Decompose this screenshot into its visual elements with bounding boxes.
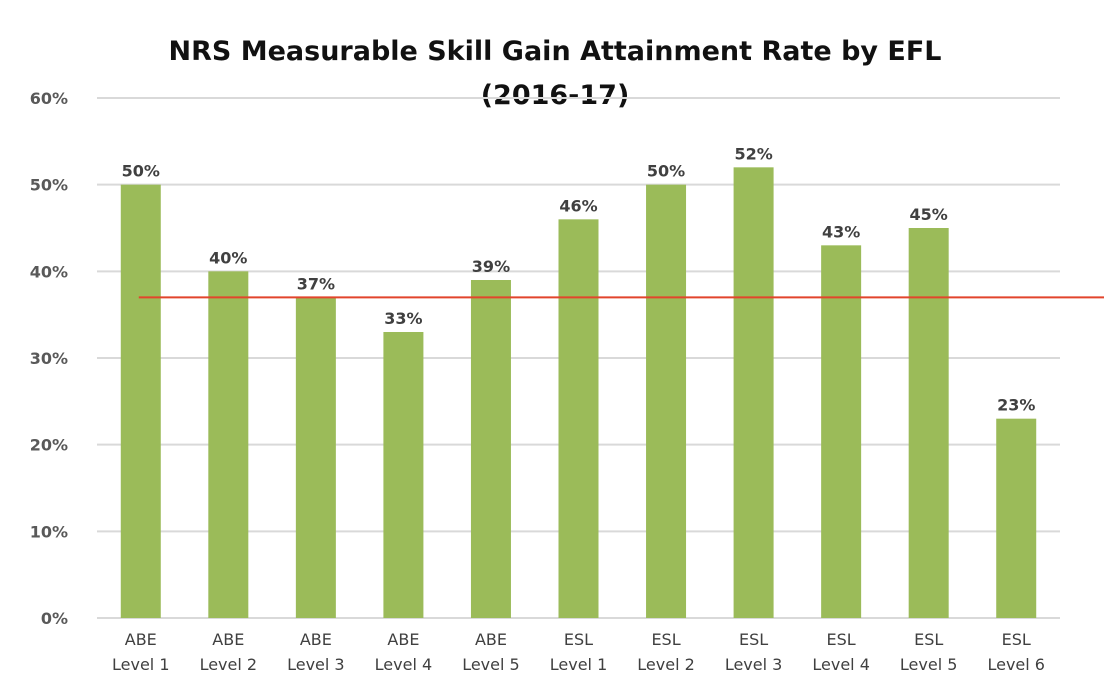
chart-title-line2: (2016-17) xyxy=(481,80,630,111)
x-tick-label: ESL xyxy=(1002,630,1031,649)
x-tick-label: ABE xyxy=(212,630,244,649)
data-label: 33% xyxy=(384,309,422,328)
data-label: 23% xyxy=(997,396,1035,415)
x-tick-label: Level 4 xyxy=(375,655,433,674)
x-tick-label: Level 2 xyxy=(200,655,258,674)
x-tick-label: Level 5 xyxy=(462,655,520,674)
x-tick-label: Level 1 xyxy=(550,655,608,674)
x-tick-label: ESL xyxy=(739,630,768,649)
x-tick-label: Level 5 xyxy=(900,655,958,674)
x-tick-label: Level 3 xyxy=(287,655,345,674)
x-tick-label: Level 4 xyxy=(812,655,870,674)
bar xyxy=(208,271,249,618)
bar xyxy=(383,332,424,618)
bar xyxy=(470,280,511,618)
chart-title-line1: NRS Measurable Skill Gain Attainment Rat… xyxy=(168,36,941,67)
x-tick-label: ESL xyxy=(914,630,943,649)
data-label: 40% xyxy=(209,248,247,267)
x-tick-label: ESL xyxy=(827,630,856,649)
x-tick-label: ABE xyxy=(475,630,507,649)
data-label: 52% xyxy=(734,144,772,163)
x-tick-label: ESL xyxy=(564,630,593,649)
data-label: 37% xyxy=(297,274,335,293)
y-tick-label: 60% xyxy=(30,89,68,108)
data-label: 46% xyxy=(559,196,597,215)
x-tick-label: ESL xyxy=(651,630,680,649)
y-tick-label: 50% xyxy=(30,176,68,195)
x-tick-label: Level 3 xyxy=(725,655,783,674)
x-tick-label: ABE xyxy=(387,630,419,649)
data-label: 50% xyxy=(122,162,160,181)
bar xyxy=(295,297,336,618)
x-tick-label: ABE xyxy=(300,630,332,649)
y-tick-label: 0% xyxy=(41,609,68,628)
data-label: 50% xyxy=(647,162,685,181)
bar xyxy=(120,184,161,618)
x-tick-label: Level 6 xyxy=(987,655,1045,674)
bar xyxy=(908,228,949,618)
bar xyxy=(733,167,774,619)
x-tick-label: Level 1 xyxy=(112,655,170,674)
bar xyxy=(558,219,599,619)
y-tick-label: 20% xyxy=(30,436,68,455)
bar xyxy=(646,184,687,618)
data-label: 39% xyxy=(472,257,510,276)
bar xyxy=(821,245,862,619)
bar xyxy=(996,418,1037,618)
y-tick-label: 30% xyxy=(30,349,68,368)
y-tick-label: 40% xyxy=(30,262,68,281)
x-tick-label: ABE xyxy=(125,630,157,649)
data-label: 45% xyxy=(910,205,948,224)
y-tick-label: 10% xyxy=(30,522,68,541)
data-label: 43% xyxy=(822,222,860,241)
x-tick-label: Level 2 xyxy=(637,655,695,674)
